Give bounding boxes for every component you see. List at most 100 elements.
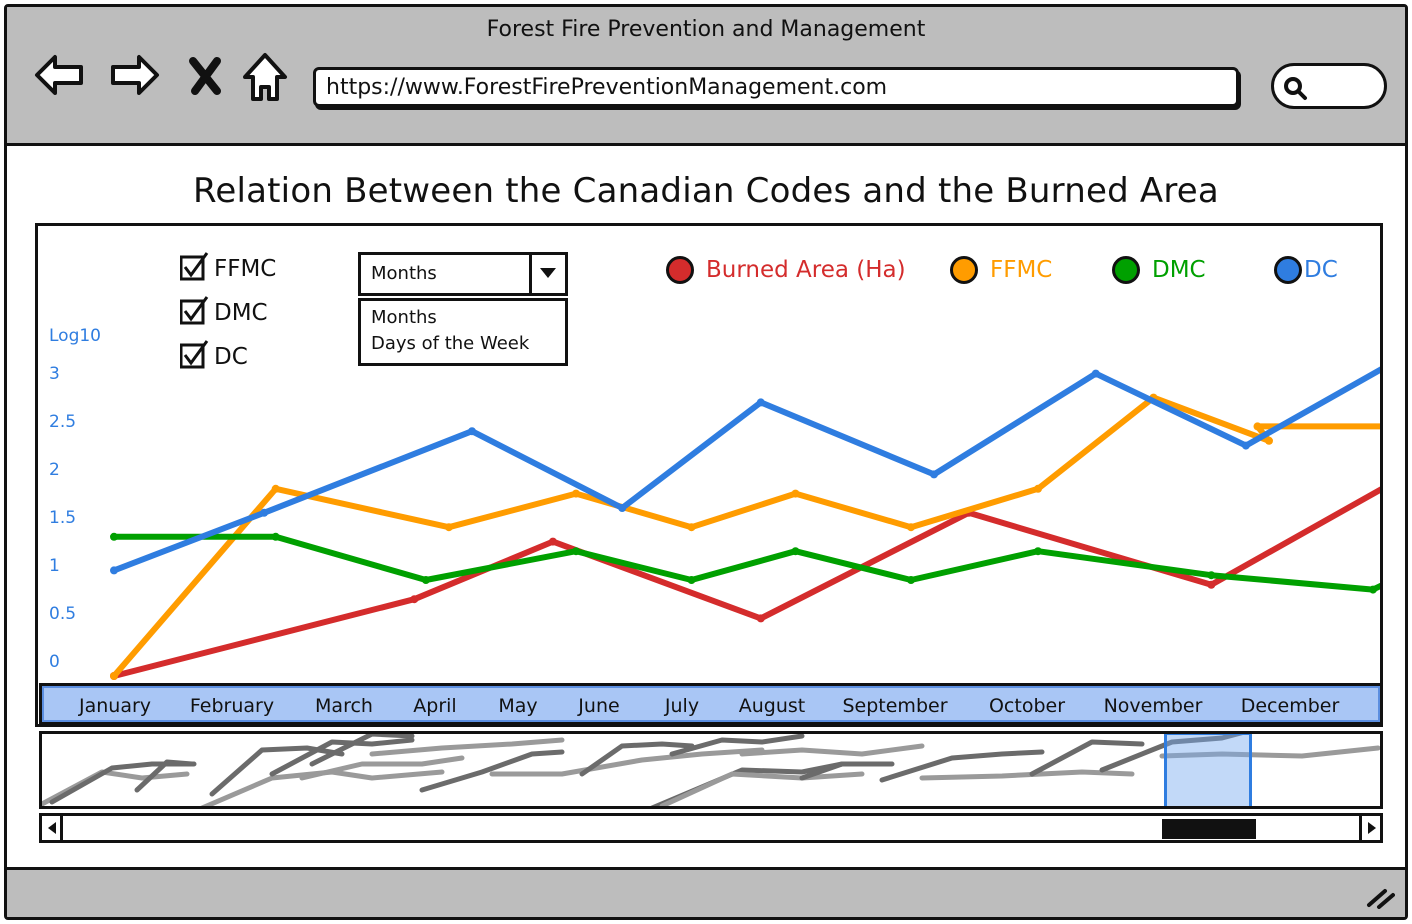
month-label: July	[664, 695, 700, 717]
month-label: December	[1240, 695, 1340, 717]
y-tick-label: 0	[49, 652, 60, 672]
series-line-2	[111, 533, 1380, 593]
legend-item-burned-area: Burned Area (Ha)	[666, 256, 906, 284]
checkbox-checked-icon[interactable]	[180, 296, 209, 325]
dropdown-toggle-button[interactable]	[529, 255, 565, 293]
status-bar	[7, 867, 1405, 917]
y-tick-label: 1.5	[49, 508, 77, 528]
data-point	[572, 547, 580, 556]
legend-label: DC	[1304, 257, 1338, 283]
checkbox-dc[interactable]: DC	[180, 340, 248, 370]
scroll-left-button[interactable]	[39, 813, 63, 843]
search-input[interactable]	[1271, 63, 1387, 109]
checkbox-label: FFMC	[214, 256, 277, 282]
browser-toolbar: Forest Fire Prevention and Management ht…	[7, 7, 1405, 146]
data-point	[271, 484, 280, 493]
data-point	[421, 576, 430, 584]
dropdown-options-list: Months Days of the Week	[358, 298, 568, 366]
month-label: October	[988, 695, 1066, 717]
data-point	[1241, 441, 1250, 450]
data-point	[1265, 436, 1273, 445]
data-point	[468, 427, 476, 436]
data-point	[756, 398, 765, 407]
home-icon[interactable]	[237, 47, 293, 103]
data-point	[110, 672, 118, 680]
data-point	[110, 566, 118, 575]
data-point	[907, 523, 915, 532]
data-point	[548, 537, 557, 546]
dropdown-option-days-of-week[interactable]: Days of the Week	[371, 333, 530, 354]
dropdown-option-months[interactable]: Months	[371, 307, 437, 328]
legend-item-dc: DC	[1274, 256, 1338, 284]
data-point	[791, 547, 800, 556]
data-point	[110, 532, 118, 541]
data-point	[1207, 571, 1216, 580]
data-point	[791, 489, 800, 498]
month-label: August	[738, 695, 806, 717]
data-point	[1369, 585, 1377, 594]
month-label: February	[189, 695, 275, 717]
data-point	[1034, 547, 1042, 556]
window-title: Forest Fire Prevention and Management	[486, 17, 926, 42]
data-point	[756, 614, 765, 623]
y-tick-label: 1	[49, 556, 60, 576]
legend-swatch	[950, 256, 978, 284]
url-text: https://www.ForestFirePreventionManageme…	[326, 75, 888, 100]
close-icon[interactable]	[183, 47, 227, 103]
legend-item-dmc: DMC	[1112, 256, 1206, 284]
data-point	[1034, 484, 1042, 493]
back-arrow-icon[interactable]	[31, 47, 87, 103]
checkbox-ffmc[interactable]: FFMC	[180, 252, 277, 282]
y-tick-label: 2.5	[49, 412, 77, 432]
address-bar[interactable]: https://www.ForestFirePreventionManageme…	[313, 67, 1239, 107]
data-point	[572, 489, 580, 498]
data-point	[271, 532, 280, 541]
horizontal-scrollbar[interactable]	[39, 813, 1383, 843]
chevron-down-icon	[540, 268, 556, 278]
overview-sparklines	[42, 734, 1380, 806]
data-point	[1253, 422, 1262, 431]
legend-label: Burned Area (Ha)	[706, 257, 906, 283]
range-selector-window[interactable]	[1164, 734, 1252, 806]
y-tick-label: 0.5	[49, 604, 77, 624]
month-label: September	[842, 695, 948, 717]
scroll-right-button[interactable]	[1359, 813, 1383, 843]
legend-label: FFMC	[990, 257, 1053, 283]
month-label: March	[315, 695, 373, 717]
chart-panel: FFMC DMC DC Months Months Days of the We…	[35, 223, 1383, 727]
month-label: January	[78, 695, 152, 717]
y-tick-label: 3	[49, 364, 60, 384]
dropdown-selected-value: Months	[371, 263, 437, 284]
series-line-1	[111, 394, 1380, 679]
y-tick-label: 2	[49, 460, 60, 480]
scrollbar-thumb[interactable]	[1162, 819, 1256, 839]
line-chart	[110, 366, 1380, 680]
checkbox-label: DC	[214, 344, 248, 370]
month-label: May	[498, 695, 538, 717]
month-label: April	[413, 695, 457, 717]
overview-navigator[interactable]	[39, 731, 1383, 809]
data-point	[618, 504, 627, 512]
checkbox-dmc[interactable]: DMC	[180, 296, 268, 326]
data-point	[907, 576, 915, 584]
month-label: November	[1103, 695, 1203, 717]
series-line-3	[111, 366, 1380, 574]
data-point	[1091, 369, 1100, 378]
resize-grip-icon[interactable]	[1365, 885, 1395, 909]
data-point	[687, 523, 696, 532]
forward-arrow-icon[interactable]	[107, 47, 163, 103]
month-label: June	[578, 695, 620, 717]
data-point	[1207, 580, 1216, 589]
checkbox-label: DMC	[214, 300, 268, 326]
scroll-left-icon	[48, 822, 56, 834]
checkbox-checked-icon[interactable]	[180, 340, 209, 369]
legend-swatch	[1274, 256, 1302, 284]
legend-item-ffmc: FFMC	[950, 256, 1052, 284]
data-point	[930, 470, 938, 479]
search-icon	[1284, 77, 1307, 100]
period-dropdown[interactable]: Months	[358, 252, 568, 296]
data-point	[410, 595, 419, 604]
checkbox-checked-icon[interactable]	[180, 252, 209, 281]
month-axis-bar: January February March April May June Ju…	[39, 683, 1383, 725]
legend-swatch	[1112, 256, 1140, 284]
